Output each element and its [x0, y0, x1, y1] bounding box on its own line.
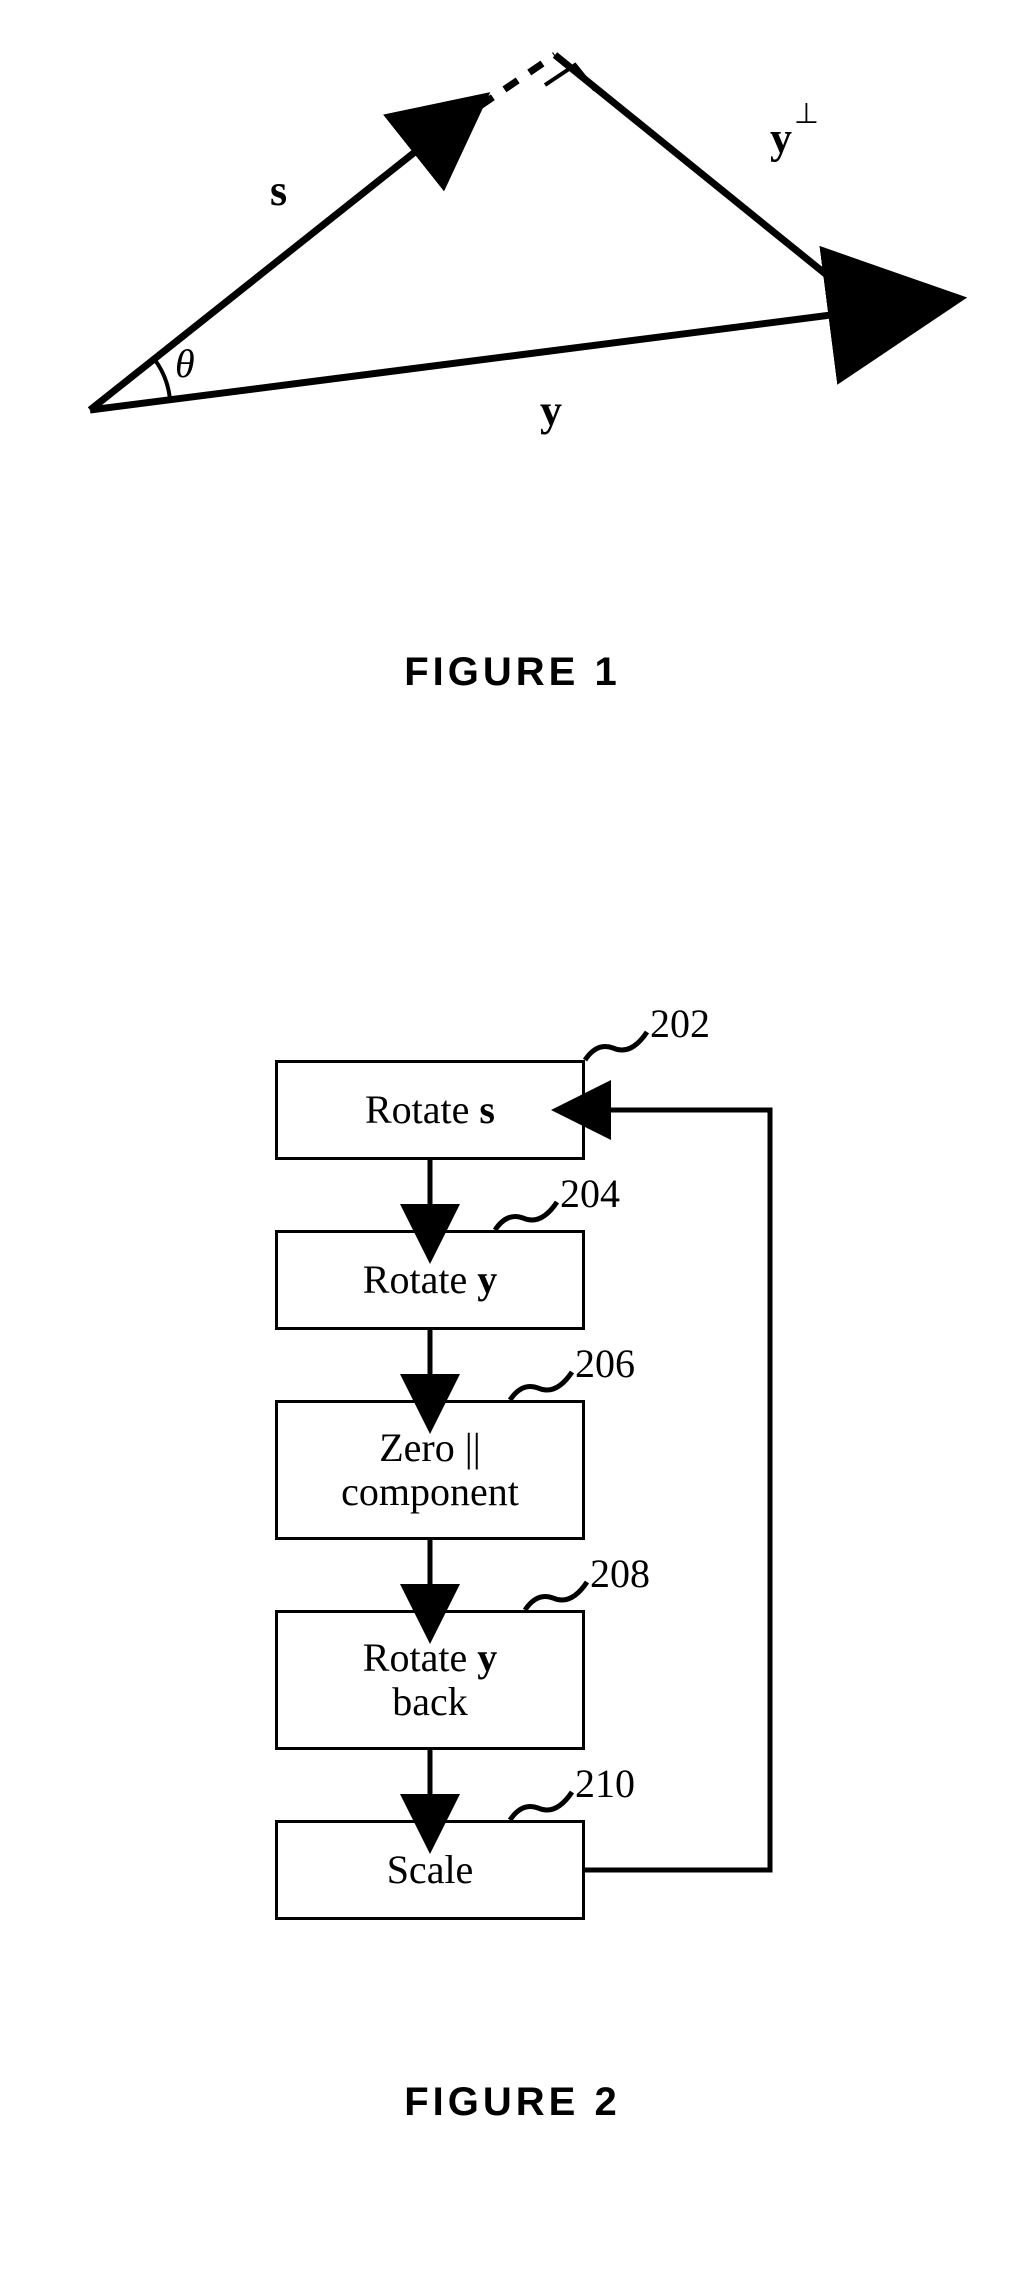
ref-208: 208	[590, 1550, 650, 1597]
ref-204: 204	[560, 1170, 620, 1217]
figure-1-caption: FIGURE 1	[0, 650, 1025, 695]
label-s: s	[270, 165, 287, 216]
ref-210: 210	[575, 1760, 635, 1807]
label-yperp: y⊥	[770, 110, 817, 164]
figure-1: s y y⊥ θ	[0, 0, 1025, 500]
figure-2-caption: FIGURE 2	[0, 2080, 1025, 2125]
ref-202: 202	[650, 1000, 710, 1047]
box-rotate-y: Rotate y	[275, 1230, 585, 1330]
figure-1-svg	[0, 0, 1025, 500]
box-rotate-y-back: Rotate y back	[275, 1610, 585, 1750]
label-theta: θ	[175, 340, 195, 387]
box-scale: Scale	[275, 1820, 585, 1920]
ref-206: 206	[575, 1340, 635, 1387]
box-rotate-s: Rotate s	[275, 1060, 585, 1160]
label-y: y	[540, 385, 562, 436]
box-zero-parallel: Zero || component	[275, 1400, 585, 1540]
